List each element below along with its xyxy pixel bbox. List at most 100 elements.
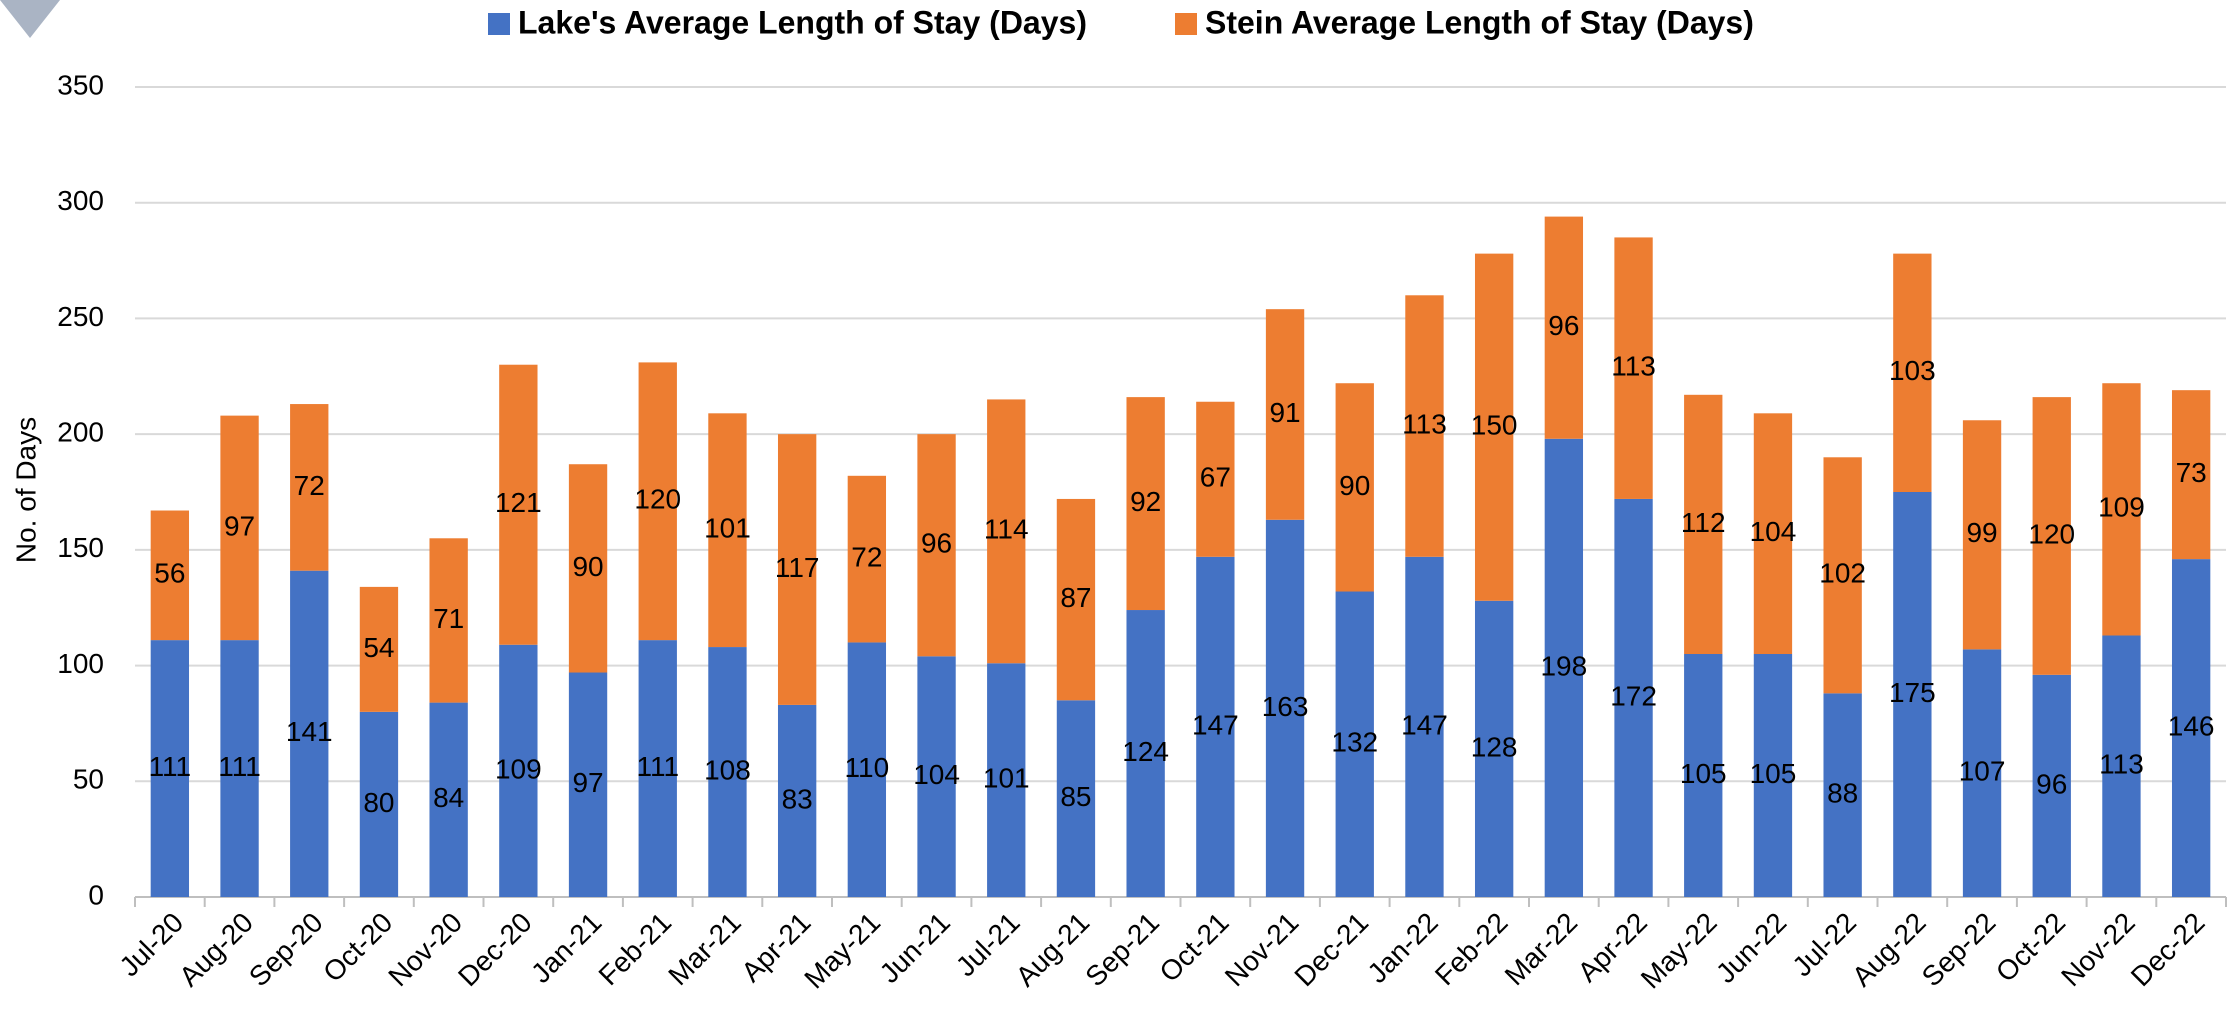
x-tick-label: Jan-21 xyxy=(525,907,607,989)
bar-segment xyxy=(359,711,399,897)
value-label: 113 xyxy=(1402,408,1447,439)
x-tick-label: Dec-21 xyxy=(1288,907,1374,993)
bar-segment xyxy=(847,642,887,897)
bar-segment xyxy=(1614,237,1653,499)
y-tick-label: 150 xyxy=(57,532,104,563)
bar-segment xyxy=(1544,216,1584,439)
legend-label: Stein Average Length of Stay (Days) xyxy=(1205,4,1754,40)
x-tick-label: May-22 xyxy=(1635,907,1723,995)
bar-segment xyxy=(1196,401,1235,557)
value-label: 121 xyxy=(495,487,542,518)
y-axis-label: No. of Days xyxy=(10,417,41,563)
x-tick-label: Feb-21 xyxy=(593,907,678,992)
value-label: 90 xyxy=(1339,470,1370,501)
bar-segment xyxy=(1405,556,1444,897)
value-label: 87 xyxy=(1060,582,1091,613)
value-label: 83 xyxy=(782,783,813,814)
y-tick-label: 0 xyxy=(88,879,104,910)
x-tick-label: Nov-22 xyxy=(2055,907,2141,993)
value-label: 147 xyxy=(1192,709,1239,740)
bar-segment xyxy=(1126,610,1165,897)
value-label: 107 xyxy=(1959,756,2006,787)
value-label: 124 xyxy=(1122,736,1169,767)
x-tick-label: Oct-21 xyxy=(1153,907,1234,988)
bar-segment xyxy=(917,656,956,897)
value-label: 172 xyxy=(1610,680,1657,711)
bar-segment xyxy=(2171,390,2211,560)
bar-segment xyxy=(429,702,468,897)
bar-segment xyxy=(1684,394,1723,654)
bar-segment xyxy=(359,586,399,712)
value-label: 105 xyxy=(1750,758,1797,789)
legend-swatch xyxy=(488,13,510,35)
bar-segment xyxy=(1823,693,1862,897)
bar-segment xyxy=(1196,556,1235,897)
y-tick-label: 50 xyxy=(73,764,104,795)
value-label: 103 xyxy=(1889,355,1936,386)
legend-swatch xyxy=(1175,13,1197,35)
bar-segment xyxy=(1335,383,1374,592)
value-label: 88 xyxy=(1827,778,1858,809)
value-label: 113 xyxy=(1611,351,1656,382)
x-tick-label: Aug-20 xyxy=(173,907,259,993)
bar-segment xyxy=(638,640,677,897)
value-label: 112 xyxy=(1681,507,1726,538)
value-label: 71 xyxy=(433,603,464,634)
bar-segment xyxy=(1056,498,1096,701)
value-label: 96 xyxy=(1548,310,1579,341)
bar-segment xyxy=(1474,600,1514,897)
value-label: 128 xyxy=(1471,731,1518,762)
bar-segment xyxy=(1474,253,1514,601)
bar-segment xyxy=(1335,591,1374,897)
x-tick-label: Dec-20 xyxy=(452,907,538,993)
bar-segment xyxy=(150,510,190,641)
value-label: 141 xyxy=(286,716,333,747)
bar-segment xyxy=(2102,635,2141,897)
value-label: 72 xyxy=(851,542,882,573)
y-tick-label: 300 xyxy=(57,185,104,216)
x-tick-label: Oct-22 xyxy=(1990,907,2071,988)
value-label: 96 xyxy=(921,528,952,559)
bar-segment xyxy=(2102,383,2141,636)
x-tick-label: Jun-21 xyxy=(874,907,956,989)
x-tick-label: Sep-21 xyxy=(1079,907,1165,993)
y-tick-label: 350 xyxy=(57,69,104,100)
value-label: 73 xyxy=(2176,457,2207,488)
value-label: 111 xyxy=(218,751,261,782)
bar-segment xyxy=(777,704,817,897)
x-tick-label: May-21 xyxy=(798,907,886,995)
bar-segment xyxy=(290,404,329,571)
x-tick-label: Aug-21 xyxy=(1010,907,1096,993)
value-label: 84 xyxy=(433,782,464,813)
x-tick-label: Jan-22 xyxy=(1361,907,1443,989)
value-label: 109 xyxy=(495,753,542,784)
bar-segment xyxy=(499,364,538,645)
bar-segment xyxy=(1056,700,1096,897)
bar-segment xyxy=(1614,498,1653,897)
bar-segment xyxy=(1684,654,1723,897)
bar-segment xyxy=(708,647,747,897)
bar-segment xyxy=(150,640,190,897)
bar-segment xyxy=(220,415,259,641)
bar-segment xyxy=(568,464,608,673)
value-label: 99 xyxy=(1966,517,1997,548)
legend-label: Lake's Average Length of Stay (Days) xyxy=(518,4,1087,40)
value-label: 54 xyxy=(363,632,394,663)
value-label: 56 xyxy=(154,558,185,589)
bar-segment xyxy=(2032,674,2071,897)
bar-segment xyxy=(1265,519,1305,897)
value-label: 72 xyxy=(294,470,325,501)
value-label: 104 xyxy=(913,759,960,790)
value-label: 114 xyxy=(984,514,1029,545)
x-tick-label: Feb-22 xyxy=(1429,907,1514,992)
x-tick-label: Dec-22 xyxy=(2125,907,2211,993)
corner-arrow xyxy=(0,0,60,38)
bar-segment xyxy=(917,434,956,657)
y-tick-label: 200 xyxy=(57,417,104,448)
y-tick-label: 250 xyxy=(57,301,104,332)
value-label: 108 xyxy=(704,754,751,785)
x-tick-label: Nov-20 xyxy=(382,907,468,993)
value-label: 91 xyxy=(1269,397,1300,428)
value-label: 132 xyxy=(1331,727,1378,758)
